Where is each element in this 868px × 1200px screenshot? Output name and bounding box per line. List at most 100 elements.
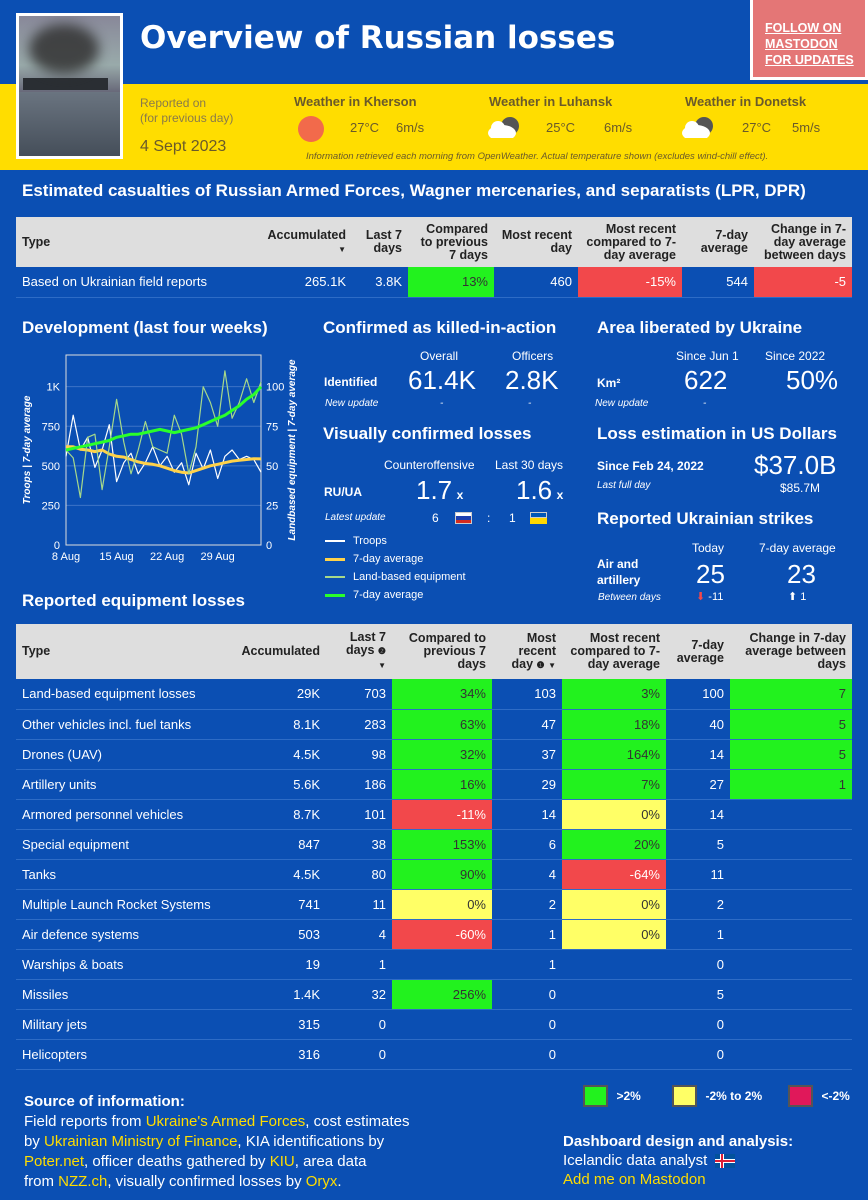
col-recent-vs-avg[interactable]: Most recent compared to 7-day average (578, 217, 682, 267)
cell-rec: 37 (492, 739, 562, 770)
y-tick-label: 250 (42, 500, 60, 512)
y-right-tick-label: 0 (266, 540, 272, 552)
cell-rec: 2 (492, 889, 562, 920)
area-2022-value: 50% (786, 365, 839, 395)
link-ministry-finance[interactable]: Ukrainian Ministry of Finance (44, 1133, 238, 1150)
weather-title-donetsk: Weather in Donetsk (685, 94, 807, 109)
y-tick-label: 1K (47, 382, 61, 394)
cell-rec: 0 (492, 1009, 562, 1040)
cost-sub-value: $85.7M (780, 481, 821, 495)
weather-temp-kherson: 27°C (350, 120, 380, 135)
y-right-tick-label: 100 (266, 382, 284, 394)
development-title: Development (last four weeks) (22, 318, 268, 337)
cell-last7: 3.8K (352, 267, 408, 298)
cell-l7: 32 (326, 979, 392, 1010)
cloud-icon (682, 117, 713, 138)
cell-avg: 100 (666, 679, 730, 710)
iceland-flag-icon (715, 1154, 736, 1169)
col-avg7[interactable]: 7-day average (682, 217, 754, 267)
cell-chg (730, 1039, 852, 1070)
link-poter[interactable]: Poter.net (24, 1153, 85, 1170)
table-row: Other vehicles incl. fuel tanks 8.1K 283 63… (16, 709, 852, 740)
cell-rec: 103 (492, 679, 562, 710)
link-mastodon[interactable]: Add me on Mastodon (563, 1171, 706, 1188)
header-info-band (0, 84, 868, 170)
cell-rec: 1 (492, 919, 562, 950)
legend-troops-avg: 7-day average (325, 553, 466, 571)
kia-col-officers: Officers (512, 349, 554, 363)
cell-rva: 18% (562, 709, 666, 740)
cost-label: Since Feb 24, 2022 (597, 459, 704, 473)
cell-rva (562, 1039, 666, 1070)
visual-counteroffensive-value: 1.7 x (416, 475, 464, 505)
col-avg7[interactable]: 7-day average (666, 624, 730, 679)
link-oryx[interactable]: Oryx (305, 1173, 338, 1190)
cell-type: Warships & boats (16, 949, 226, 980)
cell-avg: 2 (666, 889, 730, 920)
col-compared[interactable]: Compared to previous 7 days (392, 624, 492, 679)
col-accumulated[interactable]: Accumulated ▼ (246, 217, 352, 267)
col-recent-vs-avg[interactable]: Most recent compared to 7-day average (562, 624, 666, 679)
legend-swatch (672, 1085, 697, 1107)
legend-red: <-2% (788, 1085, 850, 1107)
cell-acc: 316 (226, 1039, 326, 1070)
weather-wind-luhansk: 6m/s (604, 120, 633, 135)
weather-title-luhansk: Weather in Luhansk (489, 94, 613, 109)
y-right-axis-label: Landbased equipment | 7-day average (287, 359, 298, 541)
visual-title: Visually confirmed losses (323, 424, 532, 443)
col-type[interactable]: Type (16, 624, 226, 679)
design-title: Dashboard design and analysis: (563, 1133, 794, 1150)
col-recent[interactable]: Most recent day (494, 217, 578, 267)
col-compared[interactable]: Compared to previous 7 days (408, 217, 494, 267)
cell-chg (730, 979, 852, 1010)
area-title: Area liberated by Ukraine (597, 318, 803, 337)
col-last7[interactable]: Last 7 days (352, 217, 408, 267)
series-line (65, 385, 263, 452)
cell-chg: 5 (730, 709, 852, 740)
area-update-value: - (703, 398, 707, 409)
strikes-today-value: 25 (696, 559, 725, 589)
cell-l7: 101 (326, 799, 392, 830)
cell-chg (730, 829, 852, 860)
cell-l7: 38 (326, 829, 392, 860)
weather-title-kherson: Weather in Kherson (294, 94, 417, 109)
cell-l7: 11 (326, 889, 392, 920)
arrow-up-icon: ⬆ (788, 591, 798, 603)
area-row-label: Km² (597, 376, 621, 390)
legend-swatch (788, 1085, 813, 1107)
cell-compared: 13% (408, 267, 494, 298)
strikes-today-delta: ⬇ -11 (696, 591, 724, 603)
col-recent[interactable]: Most recent day ❶ ▼ (492, 624, 562, 679)
cell-cmp: 63% (392, 709, 492, 740)
legend-yellow: -2% to 2% (672, 1085, 762, 1107)
cell-type: Other vehicles incl. fuel tanks (16, 709, 226, 740)
follow-mastodon-button[interactable]: FOLLOW ON MASTODON FOR UPDATES (750, 0, 868, 80)
link-armed-forces[interactable]: Ukraine's Armed Forces (145, 1113, 306, 1130)
cell-rva: 7% (562, 769, 666, 800)
cell-type: Air defence systems (16, 919, 226, 950)
visual-latest-label: Latest update (325, 512, 386, 523)
reported-date: 4 Sept 2023 (140, 138, 227, 155)
col-type[interactable]: Type (16, 217, 246, 267)
cell-chg (730, 1009, 852, 1040)
cell-avg: 5 (666, 829, 730, 860)
strikes-avg-delta: ⬆ 1 (788, 591, 807, 603)
kia-overall-value: 61.4K (408, 365, 476, 395)
col-change[interactable]: Change in 7-day average between days (730, 624, 852, 679)
col-change[interactable]: Change in 7-day average between days (754, 217, 852, 267)
table-row: Based on Ukrainian field reports 265.1K … (16, 267, 852, 298)
col-last7[interactable]: Last 7 days ❷ ▼ (326, 624, 392, 679)
cell-cmp: 153% (392, 829, 492, 860)
link-nzz[interactable]: NZZ.ch (58, 1173, 108, 1190)
cell-type: Drones (UAV) (16, 739, 226, 770)
table-row: Land-based equipment losses 29K 703 34% 103 3… (16, 679, 852, 710)
series-line (65, 370, 262, 499)
cell-type: Based on Ukrainian field reports (16, 267, 246, 298)
link-kiu[interactable]: KIU (269, 1153, 295, 1170)
cell-rva (562, 979, 666, 1010)
cell-acc: 29K (226, 679, 326, 710)
visual-col-last30: Last 30 days (495, 458, 564, 472)
cell-type: Land-based equipment losses (16, 679, 226, 710)
col-accumulated[interactable]: Accumulated (226, 624, 326, 679)
kia-title: Confirmed as killed-in-action (323, 318, 557, 337)
